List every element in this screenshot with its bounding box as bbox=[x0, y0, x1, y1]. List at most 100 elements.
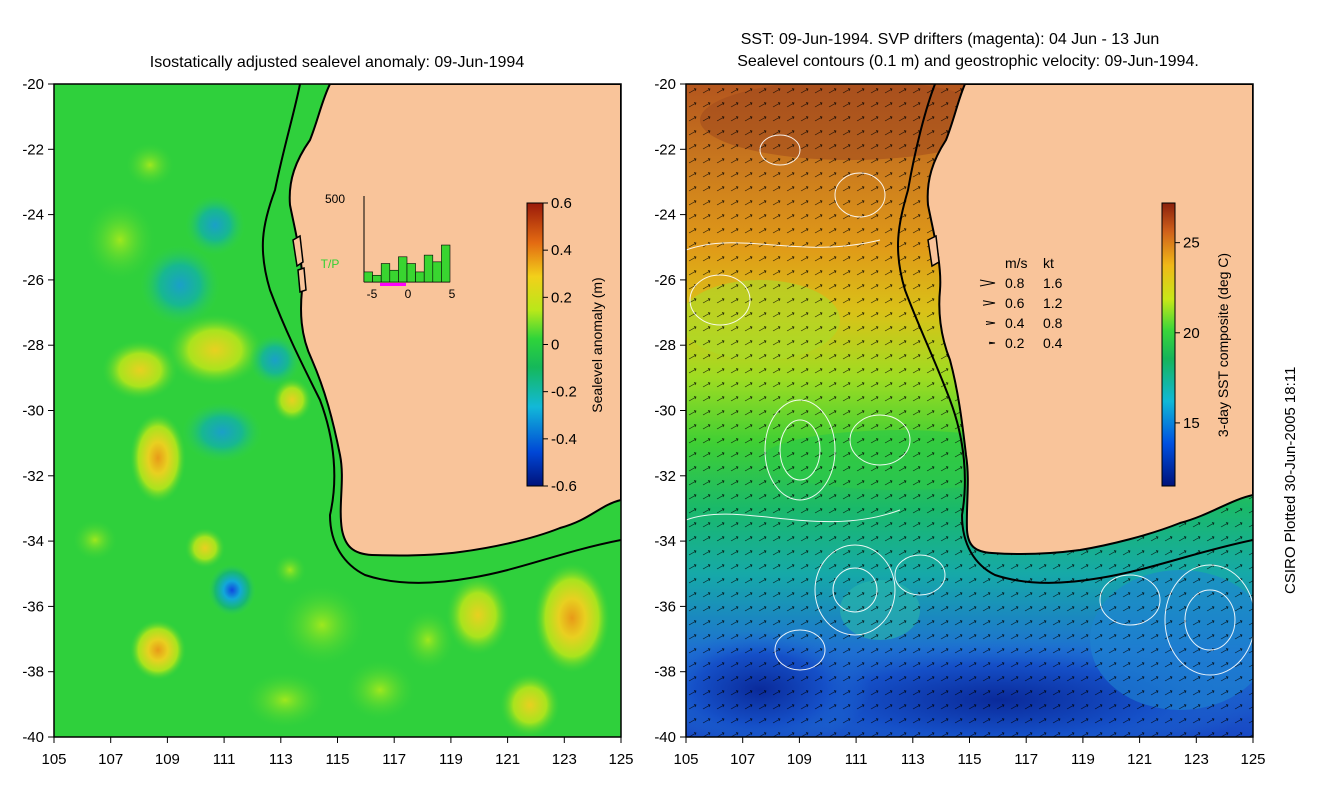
right-lat-tick-label: -30 bbox=[654, 403, 676, 420]
right-map bbox=[686, 84, 1253, 737]
inset-bar bbox=[380, 263, 391, 283]
left-lat-tick-label: -22 bbox=[22, 141, 44, 158]
right-lon-tick-label: 113 bbox=[901, 751, 925, 768]
right-lon-tick-label: 107 bbox=[730, 751, 755, 768]
left-lon-tick-label: 125 bbox=[608, 751, 633, 768]
right-lat-tick-label: -24 bbox=[654, 207, 676, 224]
right-title-line2: Sealevel contours (0.1 m) and geostrophi… bbox=[737, 53, 1199, 70]
vel-arrow-icon bbox=[982, 300, 996, 306]
left-lat-tick-label: -40 bbox=[22, 729, 44, 746]
right-lon-tick-label: 105 bbox=[673, 751, 698, 768]
right-cb-tick-label: 25 bbox=[1183, 235, 1200, 252]
left-lat-tick-label: -32 bbox=[22, 468, 44, 485]
vel-arrow-icon bbox=[988, 341, 996, 345]
vel-ms-value: 0.4 bbox=[1005, 315, 1025, 331]
right-land bbox=[926, 84, 1253, 555]
left-lat-tick-label: -28 bbox=[22, 337, 44, 354]
inset-bar bbox=[423, 254, 434, 283]
right-title-line1: SST: 09-Jun-1994. SVP drifters (magenta)… bbox=[741, 31, 1160, 48]
sealevel-contours bbox=[686, 134, 1253, 676]
vel-arrow-icon bbox=[979, 279, 996, 287]
inset-bar bbox=[372, 274, 382, 283]
inset-xtick-2: 5 bbox=[449, 287, 456, 301]
right-axes: -20 -22 -24 -26 -28 -30 -32 -34 -36 -38 -40 105 107 1… bbox=[654, 76, 1265, 768]
inset-magenta-range bbox=[380, 283, 406, 286]
vel-kt-value: 0.4 bbox=[1043, 335, 1063, 351]
left-lat-tick-label: -26 bbox=[22, 272, 44, 289]
right-lat-tick-label: -32 bbox=[654, 468, 676, 485]
left-lon-tick-label: 115 bbox=[326, 751, 350, 768]
inset-bar bbox=[363, 271, 373, 283]
left-lon-tick-label: 105 bbox=[41, 751, 66, 768]
tp-inset: 500 T/P -5 0 5 bbox=[321, 192, 456, 301]
right-lat-tick-label: -22 bbox=[654, 141, 676, 158]
right-lon-tick-label: 125 bbox=[1240, 751, 1265, 768]
left-lat-tick-label: -20 bbox=[22, 76, 44, 93]
inset-xtick-0: -5 bbox=[367, 287, 378, 301]
left-lat-tick-label: -24 bbox=[22, 207, 44, 224]
vel-ms-value: 0.6 bbox=[1005, 295, 1025, 311]
left-lat-tick-label: -38 bbox=[22, 664, 44, 681]
left-colorbar-ticks: 0.6 0.4 0.2 0 -0.2 -0.4 -0.6 bbox=[543, 195, 577, 495]
left-lon-tick-label: 121 bbox=[495, 751, 520, 768]
right-cb-tick-label: 20 bbox=[1183, 325, 1200, 342]
vel-kt-value: 1.6 bbox=[1043, 275, 1063, 291]
right-lon-tick-label: 123 bbox=[1184, 751, 1209, 768]
left-lat-tick-label: -30 bbox=[22, 403, 44, 420]
inset-bars bbox=[363, 244, 451, 283]
vel-header-kt: kt bbox=[1043, 255, 1054, 271]
left-cb-tick-label: 0.6 bbox=[551, 195, 572, 212]
inset-bar bbox=[398, 256, 408, 283]
inset-xtick-1: 0 bbox=[405, 287, 412, 301]
right-lat-tick-label: -26 bbox=[654, 272, 676, 289]
left-lat-tick-label: -34 bbox=[22, 533, 44, 550]
left-lon-tick-label: 117 bbox=[382, 751, 406, 768]
left-lon-tick-label: 109 bbox=[155, 751, 180, 768]
left-lat-tick-label: -36 bbox=[22, 598, 44, 615]
inset-bar bbox=[441, 244, 451, 283]
vel-kt-value: 1.2 bbox=[1043, 295, 1063, 311]
left-cb-tick-label: -0.6 bbox=[551, 478, 577, 495]
left-cb-tick-label: 0 bbox=[551, 337, 559, 354]
left-cb-tick-label: 0.2 bbox=[551, 289, 572, 306]
left-cb-tick-label: 0.4 bbox=[551, 242, 572, 259]
vel-arrow-icon bbox=[985, 321, 996, 325]
left-lon-tick-label: 111 bbox=[213, 751, 236, 768]
velocity-legend: m/s kt 0.8 1.6 0.6 1.2 0.4 0.8 0.2 0.4 bbox=[979, 255, 1063, 351]
right-isobath bbox=[897, 84, 1253, 584]
right-colorbar-ticks: 25 20 15 bbox=[1175, 235, 1200, 432]
right-lat-tick-label: -20 bbox=[654, 76, 676, 93]
inset-label: T/P bbox=[321, 257, 340, 271]
right-lon-tick-label: 119 bbox=[1071, 751, 1095, 768]
left-lon-tick-label: 123 bbox=[552, 751, 577, 768]
left-lon-tick-label: 119 bbox=[439, 751, 463, 768]
vel-ms-value: 0.8 bbox=[1005, 275, 1025, 291]
left-isobath bbox=[261, 84, 621, 584]
left-cb-tick-label: -0.4 bbox=[551, 431, 577, 448]
right-colorbar-label: 3-day SST composite (deg C) bbox=[1215, 253, 1231, 437]
vel-header-ms: m/s bbox=[1005, 255, 1028, 271]
credit-text: CSIRO Plotted 30-Jun-2005 18:11 bbox=[1282, 367, 1299, 594]
left-cb-tick-label: -0.2 bbox=[551, 384, 577, 401]
inset-bar bbox=[415, 271, 425, 283]
left-title: Isostatically adjusted sealevel anomaly:… bbox=[150, 54, 525, 71]
right-lon-tick-label: 117 bbox=[1014, 751, 1038, 768]
left-axes: -20 -22 -24 -26 -28 -30 -32 -34 -36 -38 -40 105 107 1… bbox=[22, 76, 633, 768]
right-lat-tick-label: -34 bbox=[654, 533, 676, 550]
inset-bar bbox=[406, 263, 416, 283]
right-lon-tick-label: 111 bbox=[845, 751, 868, 768]
left-colorbar bbox=[526, 202, 544, 487]
inset-bar bbox=[389, 269, 399, 283]
right-lon-tick-label: 121 bbox=[1127, 751, 1152, 768]
right-lon-tick-label: 109 bbox=[787, 751, 812, 768]
right-lat-tick-label: -38 bbox=[654, 664, 676, 681]
inset-ymax: 500 bbox=[325, 192, 345, 206]
right-lat-tick-label: -36 bbox=[654, 598, 676, 615]
right-lon-tick-label: 115 bbox=[958, 751, 982, 768]
right-cb-tick-label: 15 bbox=[1183, 415, 1200, 432]
right-lat-tick-label: -40 bbox=[654, 729, 676, 746]
inset-bar bbox=[432, 261, 442, 283]
right-colorbar bbox=[1161, 202, 1176, 487]
left-lon-tick-label: 113 bbox=[269, 751, 293, 768]
